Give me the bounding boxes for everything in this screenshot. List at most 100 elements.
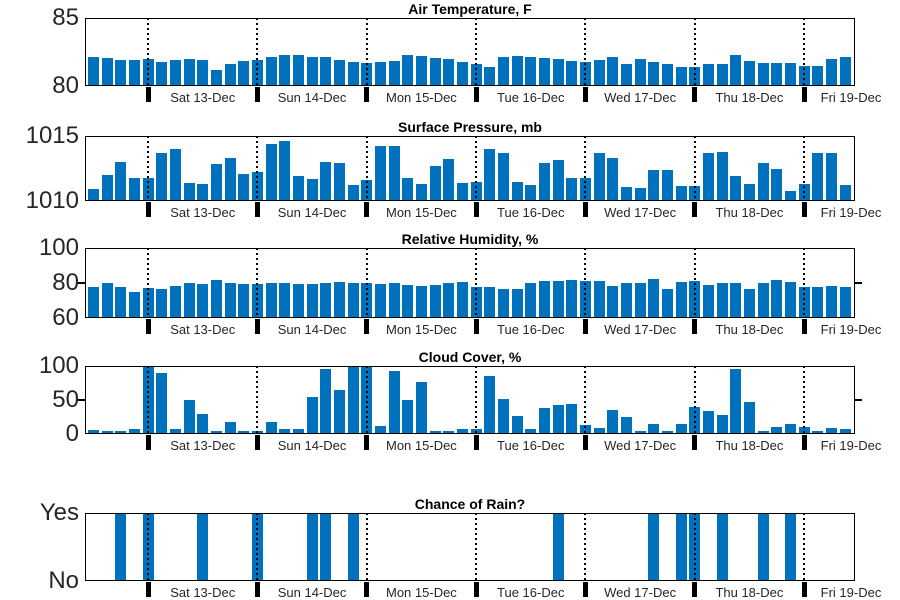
x-tick-mark (473, 582, 479, 597)
bar (593, 427, 605, 434)
bar (648, 278, 660, 318)
x-day-label: Tue 16-Dec (497, 585, 565, 600)
y-tick-label: 100 (38, 352, 79, 379)
bar (169, 428, 181, 434)
bar (292, 428, 304, 434)
bar (538, 58, 550, 86)
day-gridline (147, 136, 150, 201)
bar (552, 513, 564, 581)
bar (156, 61, 168, 86)
bar (279, 429, 291, 434)
bar (87, 429, 99, 434)
bar (525, 428, 537, 434)
bar (538, 408, 550, 434)
bar (320, 513, 332, 581)
bar (757, 513, 769, 581)
bar (757, 430, 769, 434)
x-day-label: Wed 17-Dec (604, 438, 677, 453)
x-day-label: Sat 13-Dec (170, 90, 236, 105)
bar (115, 430, 127, 434)
bar (648, 423, 660, 434)
y-tick-label: 1010 (25, 187, 79, 214)
bar (197, 413, 209, 434)
panel-title-surface-pressure: Surface Pressure, mb (398, 119, 542, 135)
bar (825, 152, 837, 201)
bar (183, 400, 195, 434)
bar (224, 422, 236, 434)
bar (566, 404, 578, 434)
day-gridline (256, 136, 259, 201)
bar (456, 183, 468, 201)
bar (238, 60, 250, 86)
bar (415, 184, 427, 201)
bar (115, 60, 127, 86)
bar (634, 283, 646, 318)
y-tick-label: 80 (52, 269, 79, 296)
day-gridline (693, 366, 696, 434)
bar (771, 280, 783, 318)
bar (730, 283, 742, 318)
bar (620, 64, 632, 86)
bar (716, 283, 728, 318)
bar (306, 178, 318, 201)
bar (812, 152, 824, 201)
bar (511, 56, 523, 86)
bar (320, 57, 332, 86)
panel-title-air-temperature: Air Temperature, F (408, 1, 532, 17)
bar (169, 60, 181, 86)
x-tick-mark (473, 87, 479, 102)
bar (210, 430, 222, 434)
day-gridline (693, 513, 696, 581)
bar (374, 283, 386, 318)
bar (784, 424, 796, 434)
x-tick-mark (473, 202, 479, 217)
bar (238, 430, 250, 434)
bar (347, 185, 359, 201)
bar (730, 176, 742, 201)
bar (333, 282, 345, 318)
bar (456, 62, 468, 86)
bar (101, 283, 113, 318)
bar (197, 283, 209, 318)
bar (825, 427, 837, 434)
day-gridline (693, 248, 696, 318)
bar (839, 287, 851, 318)
x-tick-mark (145, 582, 151, 597)
x-day-label: Sun 14-Dec (277, 438, 347, 453)
y-tick-label: 85 (52, 4, 79, 31)
bar (661, 170, 673, 201)
bar (169, 285, 181, 318)
bar (169, 149, 181, 201)
x-tick-mark (582, 202, 588, 217)
bar (224, 158, 236, 201)
day-gridline (365, 366, 368, 434)
day-gridline (803, 513, 806, 581)
bar (620, 186, 632, 201)
bar (784, 282, 796, 318)
bar (320, 162, 332, 201)
bar (607, 285, 619, 318)
day-gridline (803, 248, 806, 318)
x-tick-mark (801, 582, 807, 597)
bar (716, 64, 728, 86)
x-day-label: Mon 15-Dec (386, 90, 457, 105)
bar (484, 66, 496, 86)
bar (525, 283, 537, 318)
x-tick-mark (692, 202, 698, 217)
bar (825, 285, 837, 318)
bar (238, 174, 250, 201)
bar (224, 283, 236, 318)
bar (607, 57, 619, 86)
bar (812, 430, 824, 434)
x-day-label: Sat 13-Dec (170, 322, 236, 337)
bar (825, 58, 837, 86)
day-gridline (475, 366, 478, 434)
bar (402, 178, 414, 201)
x-tick-mark (145, 319, 151, 334)
bar (388, 60, 400, 86)
bar (607, 409, 619, 434)
bar (429, 284, 441, 318)
x-day-label: Fri 19-Dec (820, 322, 882, 337)
day-gridline (147, 18, 150, 86)
